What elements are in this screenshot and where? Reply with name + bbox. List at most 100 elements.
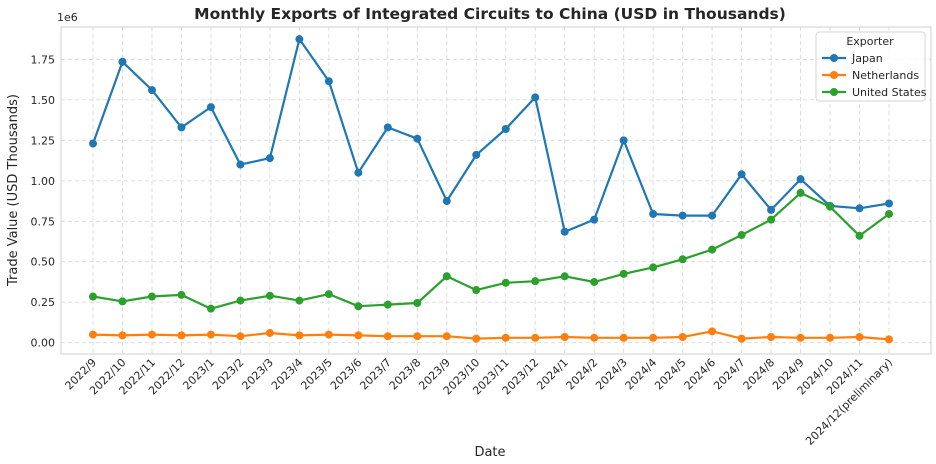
data-point-united-states (383, 300, 392, 309)
data-point-united-states (708, 245, 717, 254)
data-point-japan (590, 215, 599, 224)
data-point-japan (383, 123, 392, 132)
series-line-netherlands (92, 330, 890, 341)
data-point-japan (708, 211, 717, 220)
x-tick-label: 2024/6 (682, 356, 719, 393)
x-tick-label: 2023/7 (357, 356, 394, 393)
legend-item-united-states: United States (822, 86, 927, 99)
data-point-united-states (472, 286, 481, 295)
data-point-japan (737, 170, 746, 179)
data-point-netherlands (89, 330, 97, 339)
series-line-japan (91, 37, 890, 233)
series-japan (89, 35, 893, 236)
data-point-united-states (855, 231, 864, 240)
data-point-japan (678, 211, 687, 220)
data-point-united-states (796, 188, 805, 197)
data-point-united-states (177, 290, 186, 299)
data-point-netherlands (383, 332, 392, 341)
data-point-netherlands (649, 333, 658, 342)
legend-label: Japan (851, 52, 883, 65)
data-point-netherlands (531, 333, 540, 342)
x-tick-label: 2023/1 (180, 356, 217, 393)
data-point-netherlands (354, 331, 363, 340)
y-axis-label: Trade Value (USD Thousands) (6, 94, 21, 287)
data-point-united-states (147, 292, 156, 301)
x-tick-label: 2024/3 (593, 356, 630, 393)
x-tick-label: 2023/5 (298, 356, 335, 393)
legend-title: Exporter (846, 35, 894, 48)
data-point-japan (796, 175, 805, 184)
data-point-netherlands (177, 331, 186, 340)
data-point-japan (531, 93, 540, 102)
data-point-netherlands (413, 332, 422, 341)
data-point-united-states (678, 255, 687, 264)
data-point-netherlands (147, 330, 156, 339)
y-tick-label: 1.75 (31, 53, 56, 66)
data-point-netherlands (737, 334, 746, 343)
data-point-japan (767, 205, 776, 214)
data-point-united-states (354, 302, 363, 311)
legend-label: United States (852, 86, 927, 99)
data-point-japan (501, 124, 510, 133)
data-point-netherlands (560, 333, 569, 342)
data-point-netherlands (826, 333, 835, 342)
data-point-netherlands (118, 331, 127, 340)
x-axis-label: Date (474, 445, 505, 460)
data-point-united-states (619, 269, 628, 278)
plot-area (60, 26, 932, 355)
data-point-united-states (265, 291, 274, 300)
x-tick-label: 2023/6 (328, 356, 365, 393)
series-line-united-states (92, 191, 890, 310)
legend-marker (830, 88, 838, 96)
data-point-united-states (413, 299, 422, 308)
x-tick-label: 2023/4 (269, 356, 306, 393)
y-offset-label: 1e6 (57, 11, 78, 24)
x-tick-label: 2024/2 (564, 356, 601, 393)
data-point-netherlands (442, 332, 451, 341)
data-point-united-states (560, 272, 569, 281)
data-point-united-states (649, 263, 658, 272)
legend-item-japan: Japan (822, 52, 883, 65)
data-point-japan (295, 35, 304, 44)
x-tick-label: 2024/8 (741, 356, 778, 393)
data-point-united-states (531, 277, 540, 286)
data-point-japan (885, 199, 893, 208)
data-point-netherlands (324, 330, 333, 339)
x-tick-label: 2024/1 (534, 356, 571, 393)
data-point-netherlands (796, 333, 805, 342)
data-point-japan (206, 103, 215, 112)
data-point-japan (619, 136, 628, 145)
x-tick-label: 2024/5 (652, 356, 689, 393)
data-point-netherlands (767, 333, 776, 342)
data-point-united-states (826, 202, 835, 211)
data-point-japan (89, 139, 97, 148)
x-axis-ticks: 2022/92022/102022/112022/122023/12023/22… (63, 356, 896, 448)
x-tick-label: 2023/2 (210, 356, 247, 393)
data-point-japan (472, 150, 481, 159)
y-tick-label: 0.00 (31, 337, 56, 350)
y-tick-label: 1.00 (31, 175, 56, 188)
legend: Exporter Japan Netherlands United States (815, 31, 927, 102)
data-point-united-states (885, 209, 893, 218)
data-point-netherlands (885, 335, 893, 344)
legend-item-netherlands: Netherlands (822, 69, 919, 82)
y-tick-label: 0.50 (31, 256, 56, 269)
data-point-japan (560, 227, 569, 236)
data-point-netherlands (855, 333, 864, 342)
data-point-united-states (590, 277, 599, 286)
data-point-united-states (89, 292, 97, 301)
data-point-united-states (767, 215, 776, 224)
data-point-netherlands (678, 333, 687, 342)
data-point-united-states (295, 296, 304, 305)
series-netherlands (89, 327, 893, 344)
y-tick-label: 1.50 (31, 94, 56, 107)
data-point-japan (354, 168, 363, 177)
series-united-states (89, 188, 893, 313)
legend-label: Netherlands (852, 69, 919, 82)
data-point-united-states (236, 296, 245, 305)
legend-box (815, 31, 926, 102)
data-point-japan (413, 134, 422, 143)
x-tick-label: 2023/3 (239, 356, 276, 393)
x-tick-label: 2023/8 (387, 356, 424, 393)
